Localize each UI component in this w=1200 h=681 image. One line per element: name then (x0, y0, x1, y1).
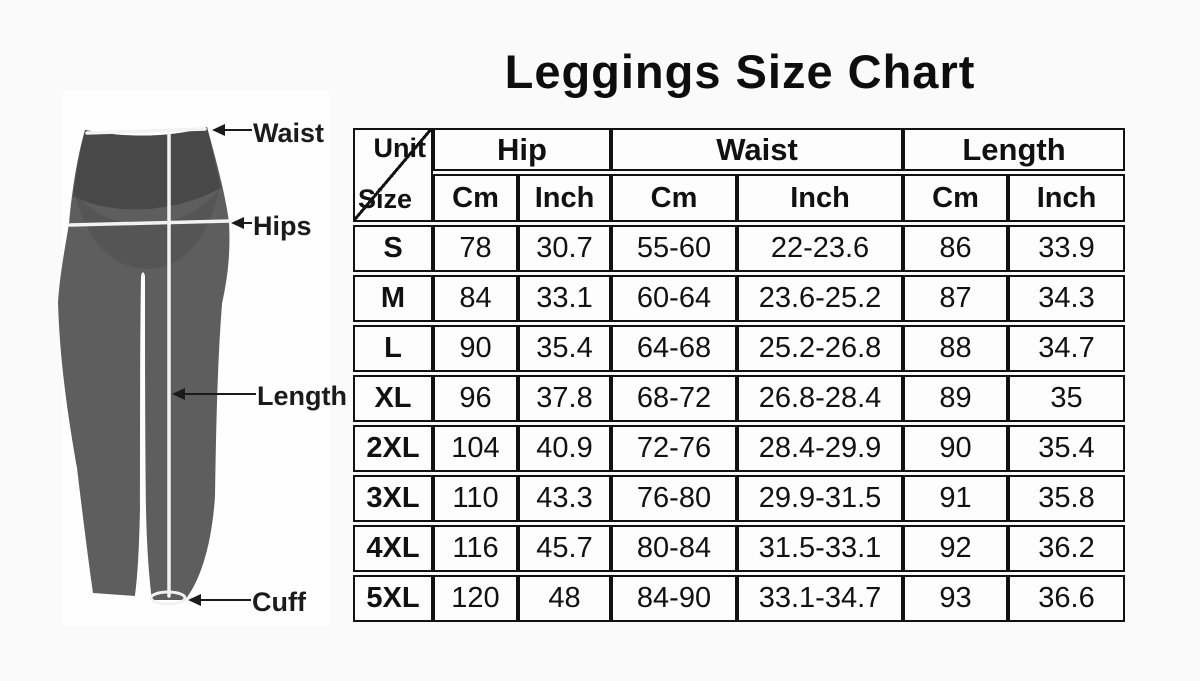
table-row: 2XL 104 40.9 72-76 28.4-29.9 90 35.4 (353, 425, 1125, 472)
measurement-cell: 36.2 (1008, 525, 1125, 572)
measurement-cell: 40.9 (518, 425, 611, 472)
measurement-cell: 84-90 (611, 575, 737, 622)
measurement-cell: 120 (433, 575, 518, 622)
table-row: XL 96 37.8 68-72 26.8-28.4 89 35 (353, 375, 1125, 422)
measurement-cell: 33.9 (1008, 225, 1125, 272)
size-label: 2XL (353, 425, 433, 472)
measurement-cell: 25.2-26.8 (737, 325, 903, 372)
measurement-cell: 34.7 (1008, 325, 1125, 372)
length-arrow-icon (172, 388, 256, 400)
size-label: 3XL (353, 475, 433, 522)
size-chart-table: Unit Size Hip Waist Length Cm Inch Cm Inch Cm Inch… (353, 125, 1125, 625)
unit-header: Inch (1008, 174, 1125, 222)
table-row: M 84 33.1 60-64 23.6-25.2 87 34.3 (353, 275, 1125, 322)
measurement-cell: 90 (433, 325, 518, 372)
measurement-cell: 93 (903, 575, 1008, 622)
measurement-cell: 55-60 (611, 225, 737, 272)
measurement-cell: 23.6-25.2 (737, 275, 903, 322)
measurement-cell: 90 (903, 425, 1008, 472)
measurement-cell: 35.4 (518, 325, 611, 372)
measurement-cell: 96 (433, 375, 518, 422)
pelvic-shading (75, 190, 219, 269)
size-label: M (353, 275, 433, 322)
size-table-head: Unit Size Hip Waist Length Cm Inch Cm Inch Cm Inch (353, 128, 1125, 222)
measurement-cell: 86 (903, 225, 1008, 272)
measurement-cell: 78 (433, 225, 518, 272)
measurement-cell: 28.4-29.9 (737, 425, 903, 472)
measurement-cell: 80-84 (611, 525, 737, 572)
measurement-cell: 43.3 (518, 475, 611, 522)
size-label: XL (353, 375, 433, 422)
measurement-cell: 29.9-31.5 (737, 475, 903, 522)
measurement-cell: 48 (518, 575, 611, 622)
leggings-illustration (55, 88, 345, 643)
hips-label: Hips (253, 211, 312, 241)
table-row: 5XL 120 48 84-90 33.1-34.7 93 36.6 (353, 575, 1125, 622)
size-label: S (353, 225, 433, 272)
measurement-cell: 34.3 (1008, 275, 1125, 322)
waist-line (85, 127, 207, 135)
measurement-cell: 110 (433, 475, 518, 522)
measurement-cell: 88 (903, 325, 1008, 372)
corner-unit-label: Unit (373, 133, 426, 163)
waistband (73, 127, 221, 210)
unit-header: Cm (903, 174, 1008, 222)
pointer-arrows (172, 124, 256, 606)
measurement-cell: 31.5-33.1 (737, 525, 903, 572)
size-label: 5XL (353, 575, 433, 622)
measurement-cell: 35.4 (1008, 425, 1125, 472)
measurement-cell: 116 (433, 525, 518, 572)
table-row: L 90 35.4 64-68 25.2-26.8 88 34.7 (353, 325, 1125, 372)
hips-arrow-icon (231, 217, 252, 229)
measurement-cell: 36.6 (1008, 575, 1125, 622)
column-group-header-length: Length (903, 128, 1125, 171)
measurement-cell: 84 (433, 275, 518, 322)
corner-size-label: Size (358, 184, 413, 214)
waist-arrow-icon (212, 124, 252, 136)
measurement-lines (68, 127, 232, 606)
measurement-cell: 104 (433, 425, 518, 472)
waist-label: Waist (253, 118, 325, 148)
unit-header: Inch (518, 174, 611, 222)
measurement-cell: 64-68 (611, 325, 737, 372)
measurement-cell: 35.8 (1008, 475, 1125, 522)
corner-cell: Unit Size (353, 128, 433, 222)
measurement-cell: 92 (903, 525, 1008, 572)
cuff-arrow-icon (188, 594, 251, 606)
length-label: Length (257, 381, 347, 411)
size-table-body: S 78 30.7 55-60 22-23.6 86 33.9 M 84 33.1 60-64 23.… (353, 225, 1125, 622)
column-group-header-hip: Hip (433, 128, 611, 171)
unit-header: Inch (737, 174, 903, 222)
hips-line (68, 219, 232, 227)
measurement-cell: 22-23.6 (737, 225, 903, 272)
leggings-diagram-graphic (58, 90, 329, 626)
measurement-cell: 91 (903, 475, 1008, 522)
measurement-cell: 33.1 (518, 275, 611, 322)
measurement-cell: 68-72 (611, 375, 737, 422)
measurement-cell: 37.8 (518, 375, 611, 422)
measurement-cell: 72-76 (611, 425, 737, 472)
size-label: 4XL (353, 525, 433, 572)
measurement-cell: 60-64 (611, 275, 737, 322)
table-row: S 78 30.7 55-60 22-23.6 86 33.9 (353, 225, 1125, 272)
page-title: Leggings Size Chart (504, 45, 976, 98)
size-label: L (353, 325, 433, 372)
measurement-cell: 45.7 (518, 525, 611, 572)
cuff-line (149, 590, 187, 606)
measurement-cell: 35 (1008, 375, 1125, 422)
unit-header: Cm (433, 174, 518, 222)
measurement-cell: 87 (903, 275, 1008, 322)
leggings-silhouette (58, 127, 230, 600)
measurement-cell: 89 (903, 375, 1008, 422)
table-row: 4XL 116 45.7 80-84 31.5-33.1 92 36.2 (353, 525, 1125, 572)
measurement-cell: 30.7 (518, 225, 611, 272)
table-row: 3XL 110 43.3 76-80 29.9-31.5 91 35.8 (353, 475, 1125, 522)
measurement-cell: 33.1-34.7 (737, 575, 903, 622)
measurement-cell: 76-80 (611, 475, 737, 522)
cuff-label: Cuff (252, 587, 306, 617)
unit-header: Cm (611, 174, 737, 222)
measurement-cell: 26.8-28.4 (737, 375, 903, 422)
column-group-header-waist: Waist (611, 128, 903, 171)
